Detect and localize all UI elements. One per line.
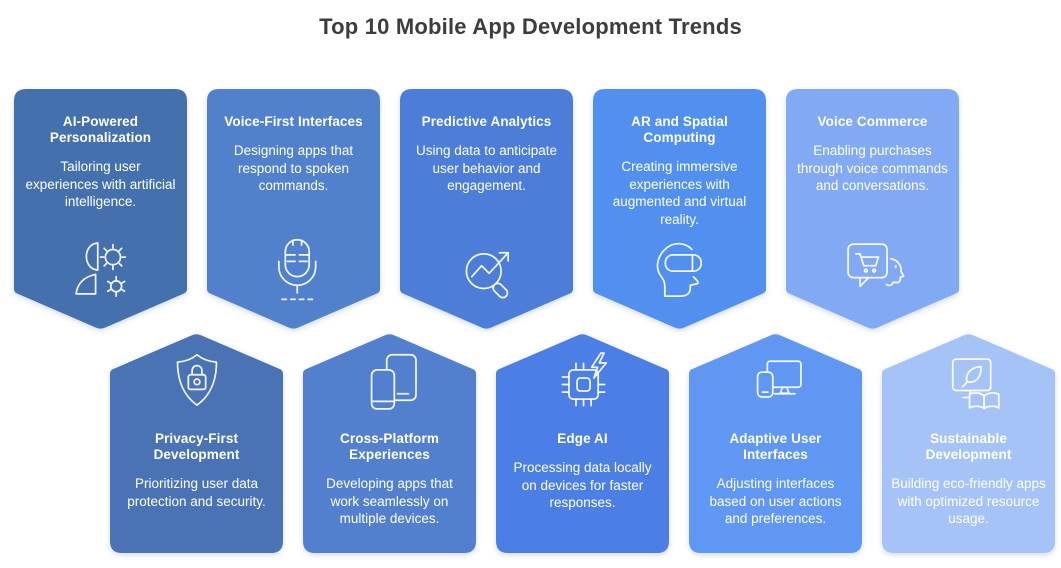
card-shape: [400, 89, 573, 329]
card-adaptive-user-interfaces: Adaptive User Interfaces Adjusting inter…: [689, 333, 862, 553]
cart-speech-face-icon: [834, 230, 912, 308]
card-ar-spatial-computing: AR and Spatial Computing Creating immers…: [593, 89, 766, 330]
monitor-phone-icon: [737, 345, 815, 423]
vr-headset-icon: [641, 230, 719, 308]
card-voice-commerce: Voice Commerce Enabling purchases throug…: [786, 89, 959, 330]
card-description: Enabling purchases through voice command…: [797, 143, 948, 194]
card-voice-first-interfaces: Voice-First Interfaces Designing apps th…: [207, 89, 380, 330]
card-description: Developing apps that work seamlessly on …: [326, 476, 453, 527]
chip-bolt-icon: [544, 345, 622, 423]
card-cross-platform-experiences: Cross-Platform Experiences Developing ap…: [303, 333, 476, 553]
shield-lock-icon: [158, 345, 236, 423]
card-title: Privacy-First Development: [153, 431, 240, 463]
microphone-icon: [255, 230, 333, 308]
card-shape: [882, 334, 1055, 553]
card-description: Processing data locally on devices for f…: [513, 460, 652, 511]
card-title: Predictive Analytics: [421, 114, 552, 129]
card-shape: [303, 334, 476, 553]
card-edge-ai: Edge AI Processing data locally on devic…: [496, 333, 669, 553]
card-description: Prioritizing user data protection and se…: [127, 476, 266, 509]
page-title: Top 10 Mobile App Development Trends: [319, 14, 742, 39]
card-title: Cross-Platform Experiences: [340, 431, 439, 463]
card-privacy-first-development: Privacy-First Development Prioritizing u…: [110, 333, 283, 553]
card-shape: [110, 334, 283, 553]
card-title: Adaptive User Interfaces: [729, 431, 822, 463]
card-description: Tailoring user experiences with artifici…: [25, 159, 176, 210]
card-shape: [496, 334, 669, 553]
card-shape: [207, 89, 380, 329]
user-gears-icon: [62, 230, 140, 308]
card-shape: [786, 89, 959, 329]
card-title: Sustainable Development: [925, 431, 1012, 463]
card-title: Voice-First Interfaces: [224, 114, 363, 129]
dual-devices-icon: [351, 345, 429, 423]
card-title: AR and Spatial Computing: [631, 114, 728, 146]
monitor-leaf-book-icon: [930, 345, 1008, 423]
card-title: Edge AI: [557, 431, 608, 446]
card-description: Using data to anticipate user behavior a…: [415, 143, 558, 194]
card-predictive-analytics: Predictive Analytics Using data to antic…: [400, 89, 573, 330]
card-description: Adjusting interfaces based on user actio…: [709, 476, 842, 527]
card-description: Creating immersive experiences with augm…: [612, 159, 747, 228]
card-title: Voice Commerce: [817, 114, 928, 129]
trend-magnifier-icon: [448, 230, 526, 308]
card-description: Building eco-friendly apps with optimize…: [891, 476, 1046, 527]
card-shape: [689, 334, 862, 553]
card-description: Designing apps that respond to spoken co…: [233, 143, 354, 194]
card-ai-powered-personalization: AI-Powered Personalization Tailoring use…: [14, 89, 187, 330]
card-sustainable-development: Sustainable Development Building eco-fri…: [882, 333, 1055, 553]
card-shape: [14, 89, 187, 329]
card-shape: [593, 89, 766, 329]
card-title: AI-Powered Personalization: [49, 114, 152, 146]
